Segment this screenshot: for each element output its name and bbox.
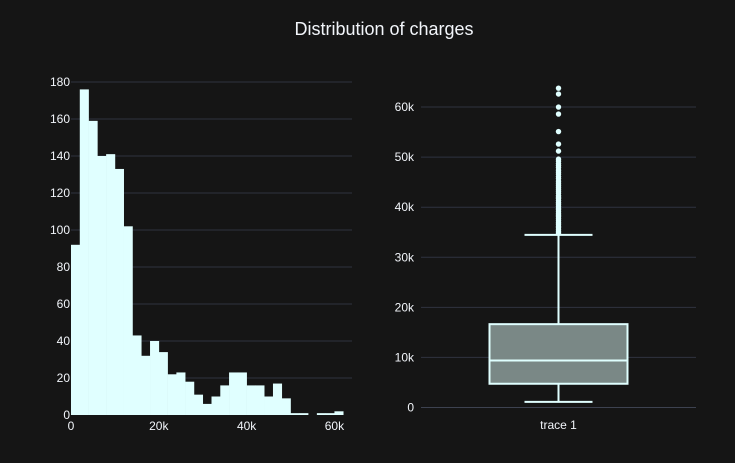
hist-bar xyxy=(211,396,221,415)
box-y-tick-label: 40k xyxy=(395,200,415,214)
hist-bar xyxy=(106,154,116,415)
box-outlier-point xyxy=(555,128,562,135)
hist-bar xyxy=(150,341,160,415)
hist-bar xyxy=(193,394,204,415)
hist-bar xyxy=(334,411,344,415)
hist-bar xyxy=(71,244,81,415)
box-outlier-point xyxy=(555,111,562,117)
hist-bar xyxy=(158,352,168,415)
hist-bar xyxy=(97,156,107,415)
hist-x-tick-label: 40k xyxy=(237,419,257,433)
hist-y-tick-label: 20 xyxy=(57,371,71,385)
hist-bar xyxy=(79,89,89,416)
hist-bar xyxy=(281,398,291,415)
hist-bar xyxy=(220,385,230,415)
hist-x-tick-label: 60k xyxy=(325,419,345,433)
hist-bar xyxy=(202,403,212,415)
box-y-tick-label: 50k xyxy=(395,150,415,164)
hist-bar xyxy=(246,385,256,415)
box-outlier-point xyxy=(555,141,562,147)
hist-y-tick-label: 120 xyxy=(50,186,70,200)
box-outlier-point xyxy=(555,104,562,110)
hist-y-tick-label: 160 xyxy=(50,112,70,126)
hist-bar xyxy=(123,226,133,415)
hist-bar xyxy=(141,355,151,415)
hist-bar xyxy=(185,381,195,415)
hist-x-tick-label: 20k xyxy=(149,419,169,433)
hist-bar xyxy=(237,372,247,415)
box-iqr xyxy=(488,323,629,385)
boxplot-panel: 0 10k 20k 30k 40k 50k 60k trace 1 xyxy=(395,85,696,432)
box-y-tick-label: 0 xyxy=(407,400,414,414)
hist-x-tick-label: 0 xyxy=(68,419,75,433)
hist-y-tick-label: 80 xyxy=(57,260,71,274)
hist-bar xyxy=(299,413,309,415)
hist-y-tick-label: 180 xyxy=(50,75,70,89)
hist-bar xyxy=(114,168,124,415)
box-outlier-point xyxy=(555,85,562,91)
hist-bar xyxy=(167,374,177,415)
hist-bar xyxy=(264,396,274,415)
hist-bar xyxy=(88,120,98,415)
box-outlier-point xyxy=(555,148,562,154)
box-y-tick-label: 30k xyxy=(395,250,415,264)
hist-y-tick-label: 60 xyxy=(57,297,71,311)
hist-bar xyxy=(229,372,239,415)
hist-bar xyxy=(255,385,265,415)
hist-y-tick-label: 40 xyxy=(57,334,71,348)
box-outlier-point xyxy=(555,91,562,97)
hist-y-tick-label: 140 xyxy=(50,149,70,163)
box-y-tick-label: 20k xyxy=(395,300,415,314)
hist-bar xyxy=(290,413,300,415)
hist-bar xyxy=(325,413,335,415)
hist-bar xyxy=(272,383,283,415)
box-y-tick-label: 10k xyxy=(395,350,415,364)
chart-title: Distribution of charges xyxy=(294,19,473,39)
box-y-tick-label: 60k xyxy=(395,100,415,114)
histogram-panel: 0 20 40 60 80 100 120 140 160 180 0 20k 40k 60k xyxy=(50,75,352,433)
box-outlier-point xyxy=(555,156,562,162)
hist-bar xyxy=(132,335,142,415)
hist-y-tick-label: 0 xyxy=(63,408,70,422)
hist-bar xyxy=(176,372,186,415)
hist-bar xyxy=(316,413,326,415)
hist-y-tick-label: 100 xyxy=(50,223,70,237)
box-category-label: trace 1 xyxy=(540,418,577,432)
